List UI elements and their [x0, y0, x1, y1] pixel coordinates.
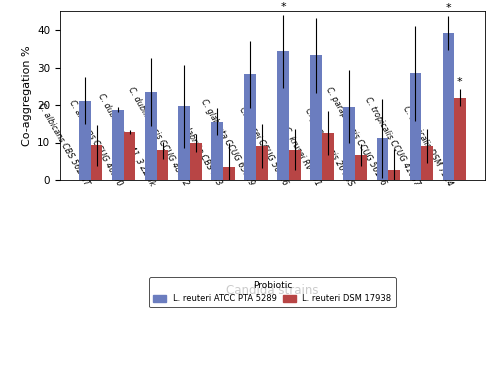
Bar — [355, 155, 366, 180]
Bar — [421, 146, 432, 180]
Bar — [388, 170, 400, 180]
Text: *: * — [446, 3, 451, 13]
Bar — [157, 150, 168, 180]
Bar — [146, 92, 157, 180]
Bar — [278, 51, 289, 180]
Y-axis label: Co-aggregation %: Co-aggregation % — [22, 45, 32, 146]
Bar — [112, 110, 124, 180]
Bar — [410, 73, 421, 180]
Bar — [244, 74, 256, 180]
Bar — [256, 146, 268, 180]
Bar — [190, 143, 202, 180]
Bar — [212, 122, 223, 180]
Bar — [289, 150, 300, 180]
Bar — [322, 133, 334, 180]
Bar — [91, 145, 102, 180]
Bar — [442, 33, 454, 180]
Bar — [344, 106, 355, 180]
Bar — [223, 167, 234, 180]
Bar — [124, 132, 136, 180]
Bar — [310, 56, 322, 180]
X-axis label: Candida strains: Candida strains — [226, 285, 319, 297]
Bar — [454, 98, 466, 180]
Text: *: * — [280, 2, 286, 12]
Bar — [178, 106, 190, 180]
Bar — [376, 138, 388, 180]
Legend: L. reuteri ATCC PTA 5289, L. reuteri DSM 17938: L. reuteri ATCC PTA 5289, L. reuteri DSM… — [150, 277, 396, 308]
Text: *: * — [457, 77, 462, 87]
Bar — [80, 100, 91, 180]
